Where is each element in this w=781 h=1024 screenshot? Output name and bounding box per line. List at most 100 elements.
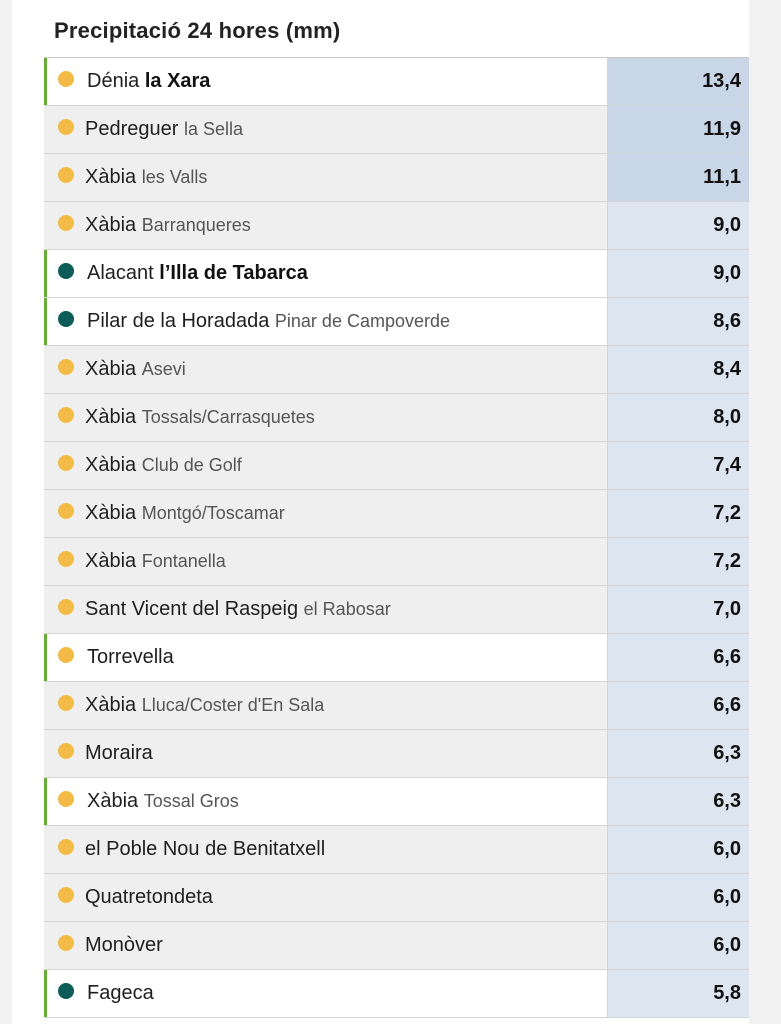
precipitation-cell: 11,9 — [608, 106, 749, 153]
row-highlight-marker — [44, 250, 47, 297]
station-cell: Pedreguer la Sella — [44, 106, 608, 153]
station-municipality: Xàbia — [85, 214, 137, 236]
precipitation-value: 7,4 — [713, 454, 741, 476]
precipitation-cell: 5,8 — [608, 970, 749, 1017]
precipitation-cell: 7,2 — [608, 490, 749, 537]
table-row[interactable]: Alacant l’Illa de Tabarca 9,0 — [44, 250, 749, 298]
station-municipality: Xàbia — [85, 166, 137, 188]
station-sublocation: la Sella — [183, 119, 244, 139]
station-location: Xàbia Montgó/Toscamar — [85, 502, 285, 525]
table-row[interactable]: Xàbia Tossal Gros 6,3 — [44, 778, 749, 826]
station-sublocation: Barranqueres — [141, 215, 251, 235]
station-location: Quatretondeta — [85, 886, 213, 909]
table-row[interactable]: Pilar de la Horadada Pinar de Campoverde… — [44, 298, 749, 346]
precipitation-value: 8,0 — [713, 406, 741, 428]
precipitation-cell: 6,0 — [608, 874, 749, 921]
precipitation-cell: 6,6 — [608, 682, 749, 729]
station-sublocation: l’Illa de Tabarca — [159, 262, 308, 284]
table-row[interactable]: Moraira 6,3 — [44, 730, 749, 778]
station-dot-yellow-icon — [58, 455, 74, 471]
table-row[interactable]: Pedreguer la Sella 11,9 — [44, 106, 749, 154]
station-location: Xàbia Club de Golf — [85, 454, 242, 477]
station-dot-yellow-icon — [58, 887, 74, 903]
station-cell: Dénia la Xara — [44, 58, 608, 105]
station-municipality: Quatretondeta — [85, 886, 213, 908]
station-sublocation: les Valls — [141, 167, 208, 187]
table-row[interactable]: Quatretondeta 6,0 — [44, 874, 749, 922]
precipitation-cell: 9,0 — [608, 250, 749, 297]
table-row[interactable]: el Poble Nou de Benitatxell 6,0 — [44, 826, 749, 874]
table-row[interactable]: Xàbia Club de Golf 7,4 — [44, 442, 749, 490]
table-row[interactable]: Monòver 6,0 — [44, 922, 749, 970]
table-row[interactable]: Xàbia Montgó/Toscamar 7,2 — [44, 490, 749, 538]
table-row[interactable]: Xàbia Lluca/Coster d'En Sala 6,6 — [44, 682, 749, 730]
precipitation-value: 6,0 — [713, 886, 741, 908]
station-cell: el Poble Nou de Benitatxell — [44, 826, 608, 873]
precipitation-value: 11,1 — [703, 166, 741, 188]
station-municipality: Torrevella — [87, 646, 174, 668]
row-highlight-marker — [44, 778, 47, 825]
station-municipality: Xàbia — [85, 502, 137, 524]
station-dot-yellow-icon — [58, 935, 74, 951]
station-dot-teal-icon — [58, 311, 74, 327]
station-municipality: Monòver — [85, 934, 163, 956]
station-dot-yellow-icon — [58, 791, 74, 807]
table-row[interactable]: Xàbia Asevi 8,4 — [44, 346, 749, 394]
station-cell: Xàbia Club de Golf — [44, 442, 608, 489]
station-location: Moraira — [85, 742, 153, 765]
precipitation-cell: 6,3 — [608, 730, 749, 777]
station-cell: Xàbia les Valls — [44, 154, 608, 201]
station-location: Xàbia Tossal Gros — [87, 790, 239, 813]
precipitation-cell: 7,0 — [608, 586, 749, 633]
table-row[interactable]: Dénia la Xara 13,4 — [44, 58, 749, 106]
station-municipality: Moraira — [85, 742, 153, 764]
station-municipality: Alacant — [87, 262, 154, 284]
table-row[interactable]: Xàbia les Valls 11,1 — [44, 154, 749, 202]
precipitation-value: 5,8 — [713, 982, 741, 1004]
station-sublocation: Lluca/Coster d'En Sala — [141, 695, 325, 715]
station-municipality: Sant Vicent del Raspeig — [85, 598, 299, 620]
station-cell: Pilar de la Horadada Pinar de Campoverde — [44, 298, 608, 345]
station-location: Xàbia Asevi — [85, 358, 186, 381]
station-sublocation: Tossals/Carrasquetes — [141, 407, 315, 427]
station-cell: Alacant l’Illa de Tabarca — [44, 250, 608, 297]
precipitation-value: 7,2 — [713, 502, 741, 524]
station-sublocation: Tossal Gros — [143, 791, 239, 811]
station-location: Torrevella — [87, 646, 174, 669]
precipitation-value: 6,6 — [713, 694, 741, 716]
station-sublocation: la Xara — [144, 70, 211, 92]
precipitation-cell: 6,3 — [608, 778, 749, 825]
station-location: Pedreguer la Sella — [85, 118, 243, 141]
table-row[interactable]: Xàbia Tossals/Carrasquetes 8,0 — [44, 394, 749, 442]
station-municipality: Xàbia — [85, 358, 137, 380]
station-location: Dénia la Xara — [87, 70, 210, 93]
precipitation-cell: 6,0 — [608, 922, 749, 969]
precipitation-value: 11,9 — [703, 118, 741, 140]
precipitation-value: 6,0 — [713, 838, 741, 860]
table-row[interactable]: Xàbia Fontanella 7,2 — [44, 538, 749, 586]
table-row[interactable]: Sant Vicent del Raspeig el Rabosar 7,0 — [44, 586, 749, 634]
station-cell: Sant Vicent del Raspeig el Rabosar — [44, 586, 608, 633]
station-cell: Xàbia Montgó/Toscamar — [44, 490, 608, 537]
station-dot-yellow-icon — [58, 407, 74, 423]
station-cell: Xàbia Lluca/Coster d'En Sala — [44, 682, 608, 729]
station-location: Xàbia Lluca/Coster d'En Sala — [85, 694, 324, 717]
table-row[interactable]: Fageca 5,8 — [44, 970, 749, 1018]
table-row[interactable]: Torrevella 6,6 — [44, 634, 749, 682]
station-sublocation: Fontanella — [141, 551, 226, 571]
precipitation-cell: 11,1 — [608, 154, 749, 201]
station-cell: Xàbia Asevi — [44, 346, 608, 393]
station-municipality: Xàbia — [85, 694, 137, 716]
station-cell: Quatretondeta — [44, 874, 608, 921]
precipitation-value: 6,3 — [713, 790, 741, 812]
station-dot-yellow-icon — [58, 839, 74, 855]
station-location: Alacant l’Illa de Tabarca — [87, 262, 308, 285]
station-municipality: el Poble Nou de Benitatxell — [85, 838, 326, 860]
precipitation-value: 7,2 — [713, 550, 741, 572]
precipitation-value: 6,3 — [713, 742, 741, 764]
table-row[interactable]: Xàbia Barranqueres 9,0 — [44, 202, 749, 250]
precipitation-cell: 6,6 — [608, 634, 749, 681]
precipitation-value: 7,0 — [713, 598, 741, 620]
station-location: el Poble Nou de Benitatxell — [85, 838, 325, 861]
station-dot-yellow-icon — [58, 71, 74, 87]
